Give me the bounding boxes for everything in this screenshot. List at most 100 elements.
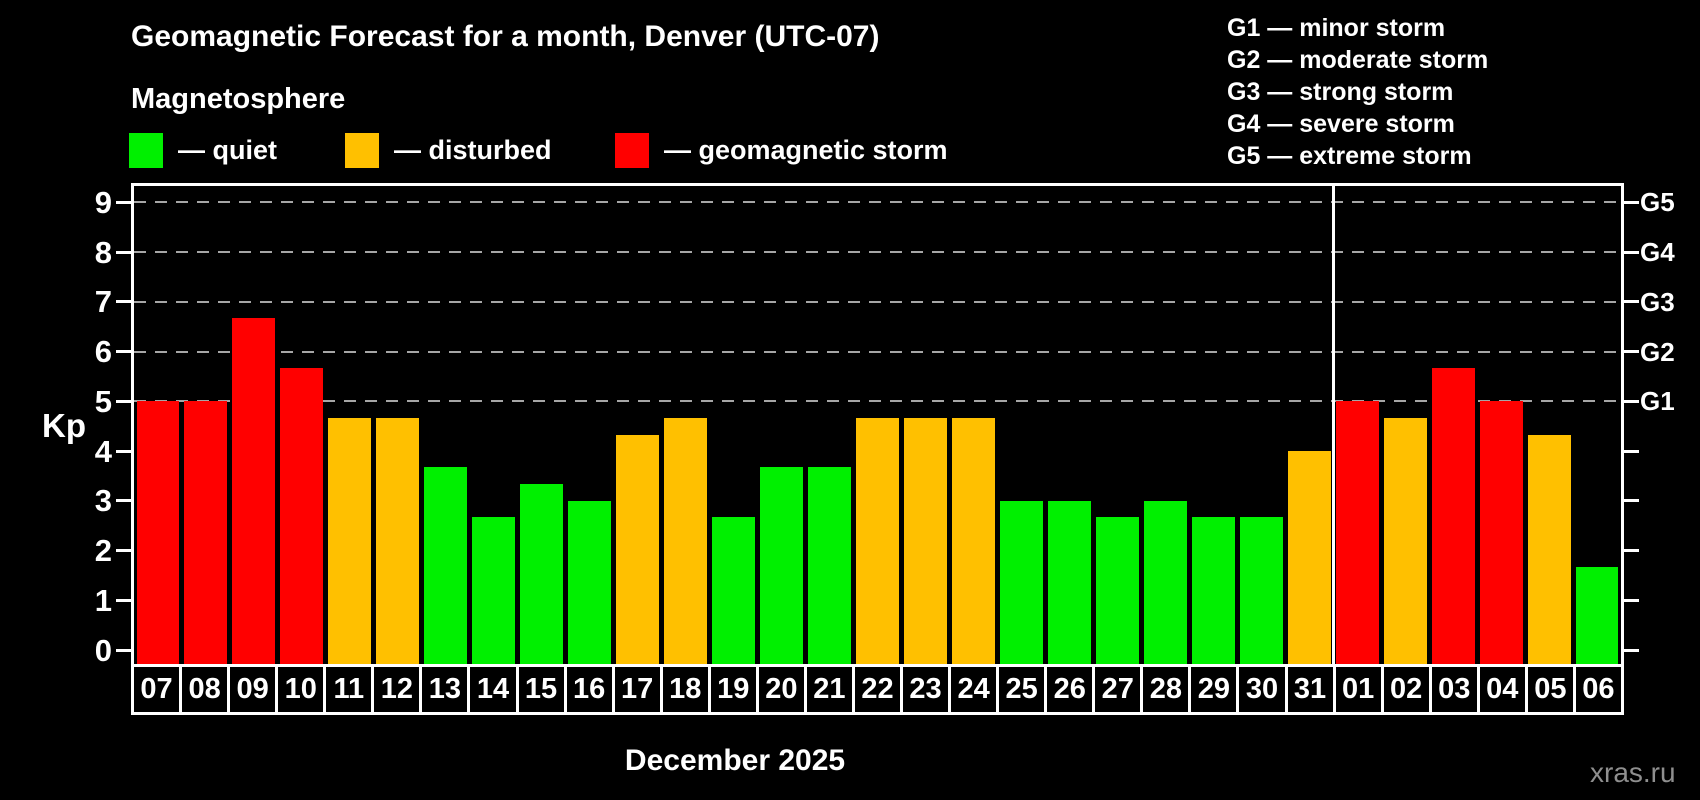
y-axis-tick-right-0 [1624,648,1639,652]
day-label-05: 05 [1524,667,1573,712]
kp-bar-16 [568,500,612,664]
y-axis-tick-right-5 [1624,399,1639,403]
y-axis-tick-left-1 [116,598,131,602]
y-axis-tick-right-6 [1624,350,1639,353]
g-scale-label-g4: G4 [1640,237,1675,267]
y-axis-tick-right-9 [1624,200,1639,204]
kp-bar-28 [1143,500,1187,664]
kp-bar-03 [1431,367,1475,664]
chart-subtitle: Magnetosphere [131,83,346,115]
day-label-30: 30 [1236,667,1284,712]
y-axis-tick-left-5 [116,399,131,403]
y-axis-tick-left-8 [116,250,131,254]
y-axis-tick-right-1 [1624,598,1639,602]
g-scale-label-g1: G1 [1640,386,1675,417]
legend-label-storm: — geomagnetic storm [664,135,948,165]
kp-bar-26 [1047,500,1091,664]
kp-bar-12 [376,417,420,664]
legend-label-quiet: — quiet [178,135,277,165]
day-label-03: 03 [1428,667,1477,712]
y-axis-tick-right-2 [1624,549,1639,552]
y-axis-title: Kp [42,407,86,444]
kp-bar-14 [472,517,516,664]
g-legend-line-4: G4 — severe storm [1227,110,1455,138]
kp-bar-18 [664,417,708,664]
month-separator [1331,186,1335,664]
y-axis-tick-left-2 [116,549,131,552]
kp-bar-24 [951,417,995,664]
day-label-28: 28 [1140,667,1188,712]
y-axis-tick-right-4 [1624,449,1639,453]
day-label-08: 08 [179,667,227,712]
kp-bar-08 [184,401,228,664]
legend-item-disturbed: — disturbed [345,133,552,168]
day-label-15: 15 [515,667,564,712]
day-label-25: 25 [996,667,1044,712]
gridline-kp9 [134,201,1621,204]
day-label-29: 29 [1188,667,1236,712]
g-scale-label-g3: G3 [1640,286,1675,317]
legend-item-quiet: — quiet [129,133,277,168]
y-axis-tick-right-8 [1624,250,1639,254]
legend-item-storm: — geomagnetic storm [615,133,948,168]
kp-bar-07 [136,401,180,664]
kp-bar-22 [856,417,899,664]
day-label-22: 22 [851,667,900,712]
gridline-kp8 [134,251,1621,253]
kp-bar-21 [808,467,851,664]
legend-label-disturbed: — disturbed [394,135,552,165]
day-label-26: 26 [1044,667,1092,712]
day-label-19: 19 [707,667,756,712]
y-axis-tick-left-4 [116,449,131,453]
kp-bar-19 [712,517,756,664]
day-label-16: 16 [563,667,612,712]
day-label-18: 18 [659,667,708,712]
day-label-31: 31 [1284,667,1333,712]
gridline-kp7 [134,300,1621,303]
day-label-04: 04 [1476,667,1525,712]
y-axis-tick-label-9: 9 [94,184,112,220]
storm-color-swatch-icon [615,133,649,168]
quiet-color-swatch-icon [129,133,163,168]
g-legend-line-3: G3 — strong storm [1227,78,1454,106]
kp-bar-30 [1239,517,1283,664]
y-axis-tick-left-7 [116,300,131,304]
kp-bar-10 [280,367,324,664]
day-label-27: 27 [1092,667,1140,712]
g-legend-line-1: G1 — minor storm [1227,14,1446,42]
kp-bar-04 [1479,401,1523,664]
kp-bar-09 [232,318,276,664]
kp-bar-02 [1383,417,1427,664]
day-label-20: 20 [755,667,804,712]
watermark: xras.ru [1590,757,1676,788]
day-label-12: 12 [371,667,419,712]
day-label-17: 17 [611,667,660,712]
y-axis-tick-left-6 [116,350,131,353]
kp-bar-25 [999,500,1043,664]
kp-bar-15 [520,484,564,664]
day-label-06: 06 [1572,667,1621,712]
chart-title: Geomagnetic Forecast for a month, Denver… [131,20,880,53]
kp-bar-13 [424,467,468,664]
kp-bar-05 [1527,434,1571,664]
y-axis-tick-label-7: 7 [94,284,112,320]
day-label-24: 24 [948,667,996,712]
day-label-14: 14 [467,667,515,712]
y-axis-tick-right-7 [1624,300,1639,304]
kp-bar-29 [1191,517,1235,664]
day-label-10: 10 [275,667,323,712]
kp-bar-31 [1287,451,1331,664]
y-axis-tick-label-6: 6 [94,334,112,369]
disturbed-color-swatch-icon [345,133,379,168]
day-label-01: 01 [1332,667,1381,712]
y-axis-tick-label-3: 3 [94,483,112,519]
g-scale-label-g2: G2 [1640,336,1675,367]
plot-area [131,183,1624,667]
kp-bar-17 [616,434,660,664]
day-label-02: 02 [1380,667,1429,712]
y-axis-tick-left-0 [116,648,131,652]
kp-bar-27 [1095,517,1139,664]
y-axis-tick-label-5: 5 [94,383,112,419]
kp-bar-20 [760,467,804,664]
y-axis-tick-left-3 [116,499,131,503]
